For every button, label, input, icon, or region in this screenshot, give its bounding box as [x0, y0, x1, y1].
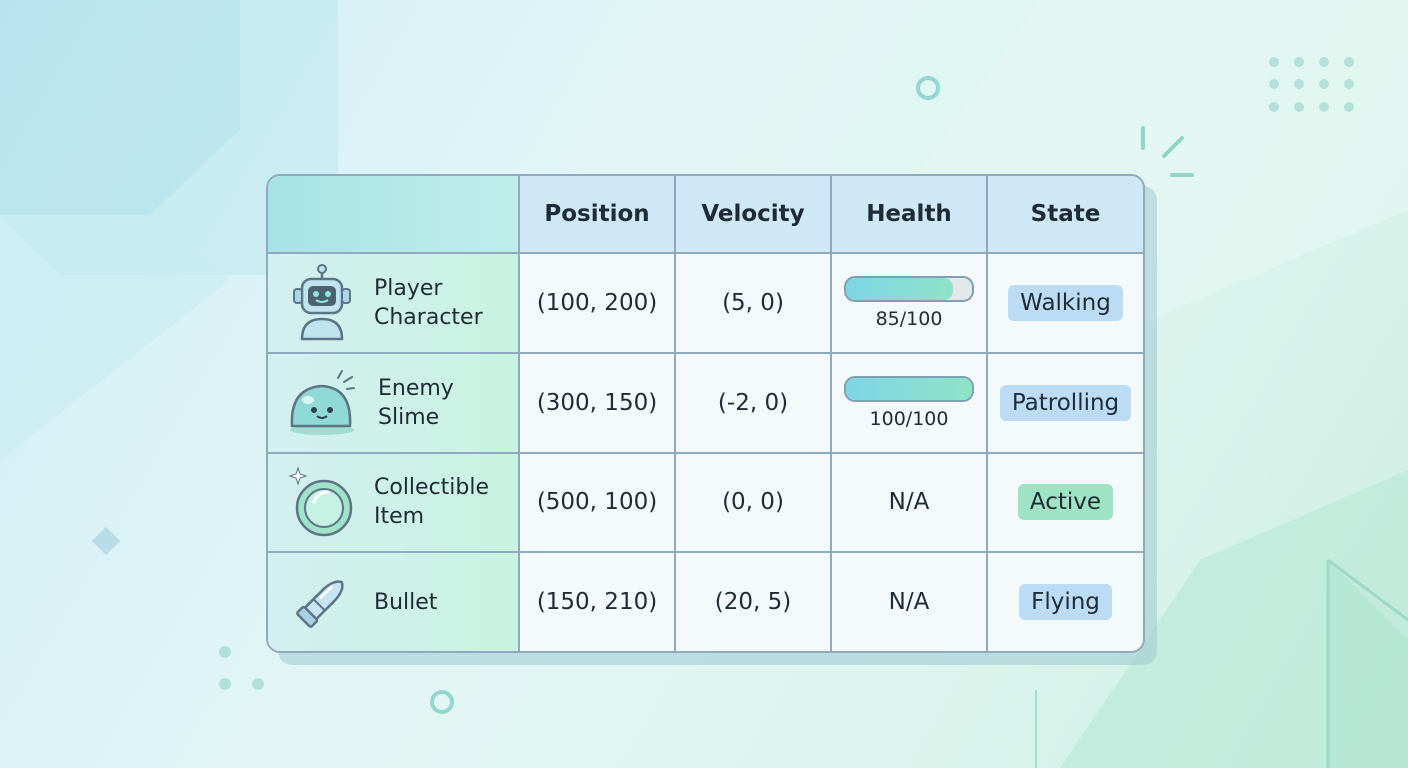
entity-table-card: Position Velocity Health State — [266, 174, 1145, 653]
entity-cell: Enemy Slime — [268, 351, 520, 454]
state-badge: Walking — [1008, 284, 1123, 321]
velocity-cell: (5, 0) — [674, 252, 832, 354]
entity-name: Player Character — [374, 275, 483, 330]
header-position: Position — [518, 176, 676, 254]
velocity-cell: (-2, 0) — [674, 351, 832, 454]
entity-table: Position Velocity Health State — [268, 176, 1143, 651]
entity-name: Collectible Item — [374, 475, 490, 530]
health-bar — [844, 275, 974, 302]
state-badge: Patrolling — [999, 384, 1132, 421]
health-bar-fill — [846, 377, 972, 400]
table-row: Player Character (100, 200) (5, 0) 85/10… — [268, 252, 1143, 354]
state-badge: Flying — [1019, 584, 1112, 621]
position-cell: (150, 210) — [518, 551, 676, 651]
position-cell: (100, 200) — [518, 252, 676, 354]
table-row: Enemy Slime (300, 150) (-2, 0) 100/100 P… — [268, 351, 1143, 454]
table-row: Collectible Item (500, 100) (0, 0) N/A A… — [268, 451, 1143, 554]
state-badge: Active — [1017, 484, 1114, 521]
health-label: 100/100 — [869, 407, 949, 430]
entity-cell: Collectible Item — [268, 451, 520, 554]
header-state: State — [986, 176, 1143, 254]
position-cell: (300, 150) — [518, 351, 676, 454]
table-header-row: Position Velocity Health State — [268, 176, 1143, 254]
state-cell: Flying — [986, 551, 1143, 651]
header-health: Health — [830, 176, 988, 254]
health-cell: N/A — [830, 451, 988, 554]
bullet-icon — [296, 580, 344, 629]
state-cell: Active — [986, 451, 1143, 554]
health-bar — [844, 375, 974, 402]
state-cell: Walking — [986, 252, 1143, 354]
health-label: 85/100 — [875, 307, 943, 330]
state-cell: Patrolling — [986, 351, 1143, 454]
coin-icon — [288, 466, 353, 537]
health-cell: 100/100 — [830, 351, 988, 454]
entity-name: Bullet — [374, 589, 438, 615]
position-cell: (500, 100) — [518, 451, 676, 554]
velocity-cell: (0, 0) — [674, 451, 832, 554]
table-row: Bullet (150, 210) (20, 5) N/A Flying — [268, 551, 1143, 651]
health-cell: 85/100 — [830, 252, 988, 354]
entity-name: Enemy Slime — [378, 375, 454, 430]
header-corner — [268, 176, 520, 254]
header-velocity: Velocity — [674, 176, 832, 254]
entity-cell: Player Character — [268, 252, 520, 354]
robot-icon — [293, 263, 351, 341]
health-bar-fill — [846, 277, 954, 300]
entity-cell: Bullet — [268, 551, 520, 651]
velocity-cell: (20, 5) — [674, 551, 832, 651]
slime-icon — [290, 369, 355, 435]
health-cell: N/A — [830, 551, 988, 651]
